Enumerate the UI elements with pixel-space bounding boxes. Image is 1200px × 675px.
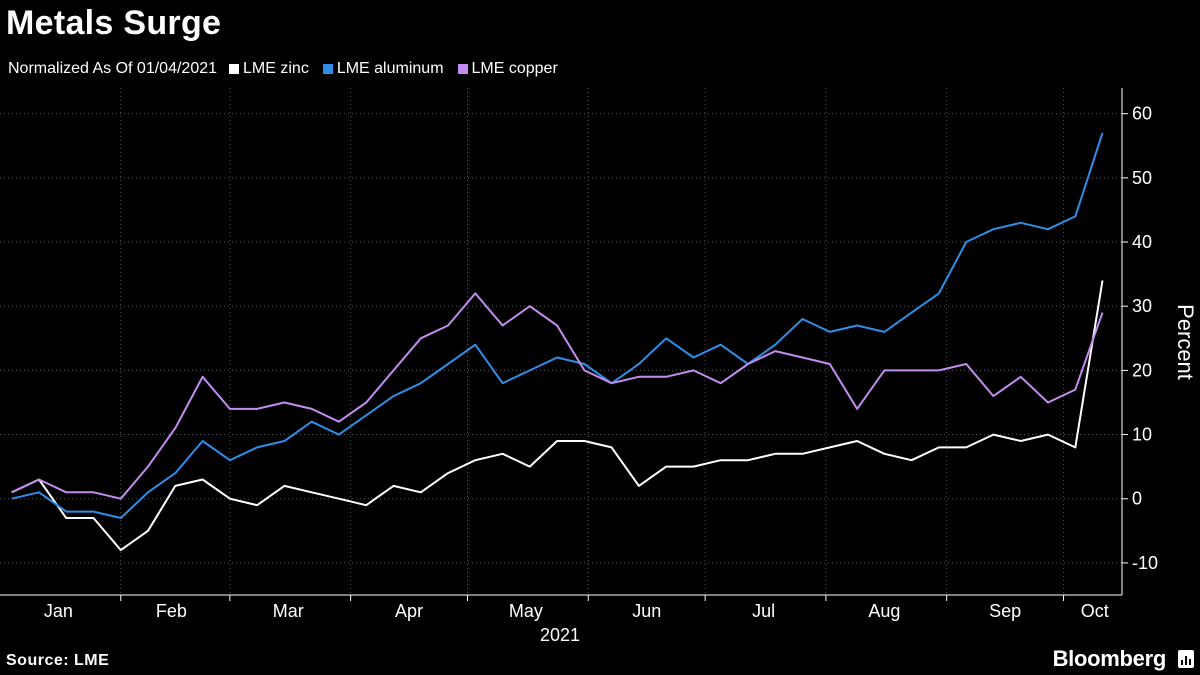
y-tick-label: 20 [1132,360,1152,380]
y-tick-label: -10 [1132,553,1158,573]
legend-item-copper: LME copper [457,60,558,78]
legend-swatch-copper [457,64,468,74]
legend-swatch-aluminum [322,64,333,74]
x-tick-label: Aug [868,601,900,621]
x-tick-label: Apr [395,601,423,621]
x-year-label: 2021 [540,625,580,645]
legend-label-aluminum: LME aluminum [336,60,444,77]
aluminum-line [11,132,1104,519]
x-tick-label: Oct [1081,601,1109,621]
bloomberg-terminal-icon [1178,650,1194,668]
source-note: Source: LME [6,652,110,669]
chart-title: Metals Surge [6,4,222,42]
legend-item-zinc: LME zinc [229,60,309,78]
y-axis-label: Percent [1173,304,1198,380]
x-tick-label: Jan [44,601,73,621]
legend-swatch-zinc [229,64,240,74]
y-tick-label: 30 [1132,296,1152,316]
legend: Normalized As Of 01/04/2021 LME zinc LME… [8,60,572,78]
x-tick-label: Mar [273,601,304,621]
copper-line [11,292,1104,500]
y-tick-label: 50 [1132,168,1152,188]
y-tick-label: 0 [1132,489,1142,509]
legend-item-aluminum: LME aluminum [322,60,444,78]
y-tick-label: 40 [1132,232,1152,252]
zinc-line [11,280,1104,552]
y-tick-label: 60 [1132,104,1152,124]
x-tick-label: Feb [156,601,187,621]
x-tick-label: Jun [632,601,661,621]
chart-subtitle: Normalized As Of 01/04/2021 [8,60,218,77]
x-tick-label: Sep [989,601,1021,621]
y-tick-label: 10 [1132,425,1152,445]
bloomberg-logo: Bloomberg [1052,646,1167,671]
legend-label-zinc: LME zinc [243,60,309,77]
x-tick-label: Jul [752,601,775,621]
legend-label-copper: LME copper [471,60,558,77]
x-tick-label: May [509,601,543,621]
